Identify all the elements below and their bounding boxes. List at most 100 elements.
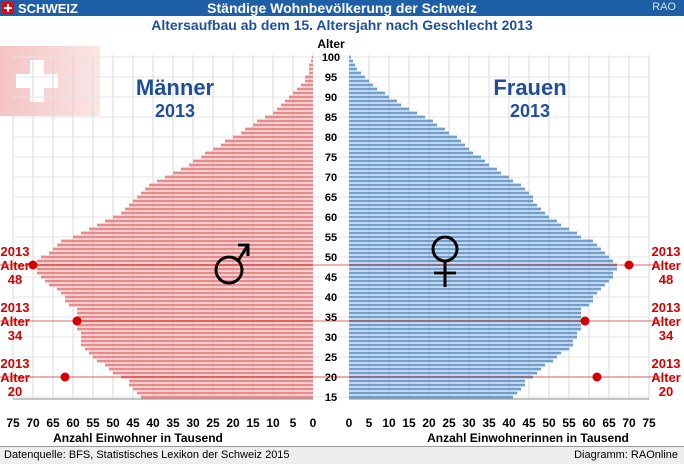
x-tick-label-men: 15 [246, 416, 260, 430]
women-series-year: 2013 [510, 101, 550, 121]
bar-men-age-99 [311, 59, 313, 63]
x-tick-label-men: 65 [46, 416, 60, 430]
bar-men-age-18 [129, 383, 313, 387]
annotation-marker-women [580, 316, 590, 326]
x-tick-label-women: 0 [346, 416, 353, 430]
bar-men-age-69 [157, 179, 313, 183]
x-tick-label-men: 75 [6, 416, 20, 430]
bar-women-age-84 [349, 119, 433, 123]
annotation-marker-women [592, 372, 602, 382]
bar-women-age-32 [349, 327, 581, 331]
bar-women-age-99 [349, 59, 353, 63]
bar-women-age-47 [349, 267, 617, 271]
annotation-label-left: Alter [0, 258, 30, 273]
bar-women-age-53 [349, 243, 597, 247]
bar-men-age-100 [311, 55, 313, 59]
bar-men-age-63 [129, 203, 313, 207]
bar-men-age-60 [113, 215, 313, 219]
x-tick-label-women: 50 [542, 416, 556, 430]
x-tick-label-men: 55 [86, 416, 100, 430]
men-series-name: Männer [136, 75, 215, 100]
bar-women-age-66 [349, 191, 529, 195]
bar-men-age-44 [45, 279, 313, 283]
bar-women-age-29 [349, 339, 573, 343]
bar-men-age-72 [181, 167, 313, 171]
men-series-year: 2013 [155, 101, 195, 121]
bar-women-age-78 [349, 143, 465, 147]
annotation-year-left: 2013 [1, 244, 30, 259]
annotation-age-right: 48 [659, 272, 673, 287]
header-bar [0, 0, 684, 16]
age-tick-label: 85 [325, 112, 337, 124]
bar-women-age-24 [349, 359, 553, 363]
age-tick-label: 95 [325, 72, 337, 84]
bar-women-age-19 [349, 379, 525, 383]
x-tick-label-women: 35 [482, 416, 496, 430]
bar-men-age-38 [69, 303, 313, 307]
annotation-age-left: 34 [8, 328, 23, 343]
bar-women-age-73 [349, 163, 489, 167]
x-tick-label-women: 60 [582, 416, 596, 430]
x-tick-label-women: 55 [562, 416, 576, 430]
bar-men-age-61 [121, 211, 313, 215]
x-tick-label-men: 50 [106, 416, 120, 430]
bar-women-age-93 [349, 83, 373, 87]
annotation-year-left: 2013 [1, 356, 30, 371]
bar-men-age-26 [89, 351, 313, 355]
x-tick-label-women: 70 [622, 416, 636, 430]
bar-men-age-16 [137, 391, 313, 395]
x-tick-label-women: 65 [602, 416, 616, 430]
bar-women-age-33 [349, 323, 581, 327]
bar-men-age-80 [233, 135, 313, 139]
bar-women-age-54 [349, 239, 593, 243]
bar-men-age-75 [201, 155, 313, 159]
x-tick-label-men: 5 [290, 416, 297, 430]
bar-men-age-45 [41, 275, 313, 279]
annotation-marker-men [72, 316, 82, 326]
bar-women-age-81 [349, 131, 449, 135]
bar-men-age-25 [93, 355, 313, 359]
swiss-flag-icon [2, 2, 14, 14]
bar-women-age-41 [349, 291, 597, 295]
age-tick-label: 25 [325, 352, 337, 364]
age-tick-label: 90 [325, 92, 337, 104]
x-tick-label-men: 20 [226, 416, 240, 430]
bar-men-age-83 [253, 123, 313, 127]
bar-men-age-43 [49, 283, 313, 287]
bar-men-age-56 [81, 231, 313, 235]
x-tick-label-men: 25 [206, 416, 220, 430]
x-tick-label-men: 40 [146, 416, 160, 430]
bar-men-age-66 [141, 191, 313, 195]
annotation-label-right: Alter [651, 370, 681, 385]
bar-men-age-49 [37, 259, 313, 263]
bar-men-age-28 [81, 343, 313, 347]
country-badge[interactable]: SCHWEIZ [0, 0, 78, 16]
bar-women-age-80 [349, 135, 457, 139]
bar-men-age-47 [37, 267, 313, 271]
bar-men-age-81 [241, 131, 313, 135]
bar-women-age-82 [349, 127, 445, 131]
bar-men-age-30 [81, 335, 313, 339]
bar-men-age-90 [289, 95, 313, 99]
bar-women-age-90 [349, 95, 389, 99]
bar-men-age-96 [309, 71, 313, 75]
bar-men-age-35 [77, 315, 313, 319]
bar-men-age-29 [81, 339, 313, 343]
bar-men-age-88 [281, 103, 313, 107]
bar-men-age-50 [41, 255, 313, 259]
annotation-age-left: 48 [8, 272, 22, 287]
bar-men-age-24 [97, 359, 313, 363]
bar-men-age-89 [285, 99, 313, 103]
bar-women-age-91 [349, 91, 385, 95]
bar-women-age-25 [349, 355, 557, 359]
bar-men-age-36 [77, 311, 313, 315]
bar-men-age-77 [213, 147, 313, 151]
bar-men-age-62 [125, 207, 313, 211]
bar-women-age-100 [349, 55, 351, 59]
corner-label: RAO [652, 1, 676, 13]
bar-women-age-36 [349, 311, 581, 315]
annotation-marker-men [60, 372, 70, 382]
data-source: Datenquelle: BFS, Statistisches Lexikon … [4, 449, 290, 461]
bar-women-age-95 [349, 75, 365, 79]
bar-women-age-51 [349, 251, 605, 255]
